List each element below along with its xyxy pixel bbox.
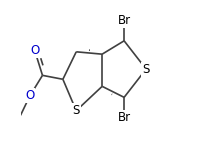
Text: O: O — [30, 44, 39, 57]
Text: S: S — [142, 63, 150, 76]
Text: O: O — [25, 89, 34, 102]
Text: Br: Br — [118, 111, 131, 124]
Text: S: S — [72, 104, 80, 117]
Text: Br: Br — [118, 14, 131, 27]
